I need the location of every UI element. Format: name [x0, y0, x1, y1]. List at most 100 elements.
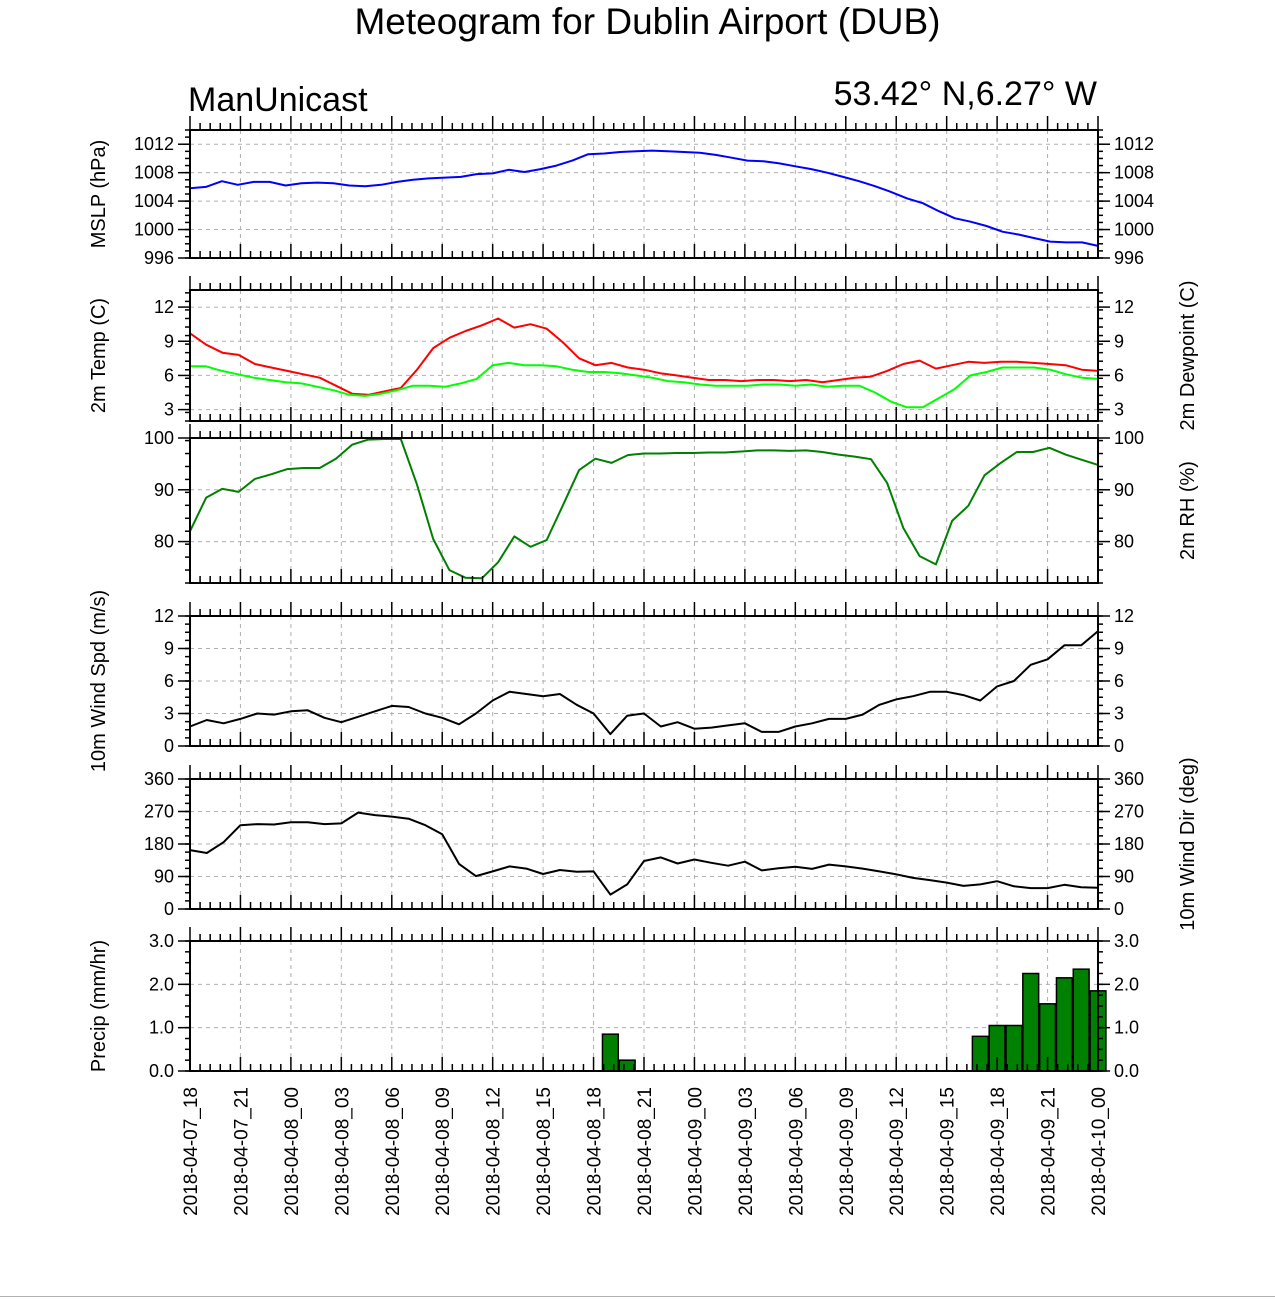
y-tick-label-left: 9: [164, 639, 174, 659]
y-tick-label-left: 1000: [134, 220, 174, 240]
y-tick-label-left: 0: [164, 736, 174, 756]
y-axis-label-right: 10m Wind Dir (deg): [1177, 757, 1199, 930]
y-tick-label-right: 12: [1114, 606, 1134, 626]
x-tick-label: 2018-04-09_00: [685, 1087, 706, 1216]
precip-bar: [1005, 1024, 1023, 1072]
y-tick-label-left: 6: [164, 671, 174, 691]
y-tick-label-left: 90: [154, 480, 174, 500]
y-tick-label-right: 90: [1114, 480, 1134, 500]
model-name: ManUnicast: [188, 81, 368, 119]
y-tick-label-right: 996: [1114, 248, 1144, 268]
y-tick-label-right: 180: [1114, 834, 1144, 854]
x-tick-label: 2018-04-09_15: [938, 1087, 959, 1216]
x-tick-label: 2018-04-09_06: [786, 1087, 807, 1216]
y-tick-label-left: 1004: [134, 191, 174, 211]
y-tick-label-right: 0: [1114, 899, 1124, 919]
series-line-1: [189, 630, 1099, 736]
y-axis-label-right: 2m RH (%): [1177, 461, 1199, 560]
y-tick-label-right: 3: [1114, 704, 1124, 724]
x-tick-label: 2018-04-09_12: [887, 1087, 908, 1216]
y-tick-label-left: 3.0: [149, 931, 174, 951]
panel-1: 996 996 1000 1000 1004 1004 1008 1008 1012 1012 MS…: [88, 116, 1154, 268]
y-tick-label-left: 3: [164, 400, 174, 420]
y-tick-label-left: 270: [144, 802, 174, 822]
x-tick-label: 2018-04-08_00: [282, 1087, 303, 1216]
y-tick-label-right: 12: [1114, 297, 1134, 317]
x-tick-label: 2018-04-08_15: [534, 1087, 555, 1216]
y-axis-label-left: 10m Wind Spd (m/s): [88, 590, 110, 772]
y-tick-label-left: 100: [144, 428, 174, 448]
y-tick-label-right: 100: [1114, 428, 1144, 448]
y-tick-label-right: 6: [1114, 671, 1124, 691]
panel-2: 3 3 6 6 9 9 12 12 2m Temp (C) 2m Dewpoint (C): [88, 276, 1199, 431]
y-tick-label-right: 1012: [1114, 134, 1154, 154]
precip-bar: [971, 1035, 989, 1072]
x-tick-label: 2018-04-08_09: [433, 1087, 454, 1216]
panel-4: 0 0 3 3 6 6 9 9 12 12 10m Wind Spd (m/s): [88, 590, 1134, 772]
panel-6: 0.0 0.0 1.0 1.0 2.0 2.0 3.0 3.0 Precip (mm/hr): [88, 927, 1139, 1081]
series-line-1: [189, 317, 1099, 396]
y-tick-label-right: 9: [1114, 331, 1124, 351]
chart-title: Meteogram for Dublin Airport (DUB): [354, 1, 941, 42]
y-tick-label-right: 360: [1114, 769, 1144, 789]
y-tick-label-right: 80: [1114, 532, 1134, 552]
y-tick-label-left: 0: [164, 899, 174, 919]
y-tick-label-left: 1012: [134, 134, 174, 154]
y-tick-label-left: 6: [164, 365, 174, 385]
series-line-2: [190, 361, 1099, 409]
precip-bar: [618, 1059, 636, 1072]
x-tick-label: 2018-04-09_18: [988, 1087, 1009, 1216]
y-tick-label-left: 90: [154, 867, 174, 887]
y-tick-label-right: 1.0: [1114, 1018, 1139, 1038]
station-location: 53.42° N,6.27° W: [833, 75, 1097, 113]
series-line-1: [189, 438, 1099, 580]
y-tick-label-left: 3: [164, 704, 174, 724]
y-tick-label-right: 90: [1114, 867, 1134, 887]
x-tick-label: 2018-04-07_18: [181, 1087, 202, 1216]
y-tick-label-right: 6: [1114, 365, 1124, 385]
x-tick-label: 2018-04-08_21: [635, 1087, 656, 1216]
y-tick-label-left: 12: [154, 297, 174, 317]
y-axis-label-left: Precip (mm/hr): [88, 940, 110, 1072]
y-axis-label-right: 2m Dewpoint (C): [1177, 280, 1199, 430]
y-tick-label-right: 3: [1114, 400, 1124, 420]
bottom-divider: [0, 1296, 1275, 1297]
x-tick-label: 2018-04-09_21: [1039, 1087, 1060, 1216]
precip-bar: [1022, 972, 1040, 1072]
y-tick-label-right: 0: [1114, 736, 1124, 756]
y-tick-label-left: 0.0: [149, 1061, 174, 1081]
y-tick-label-left: 80: [154, 532, 174, 552]
x-tick-label: 2018-04-08_18: [585, 1087, 606, 1216]
series-line-1: [189, 149, 1099, 247]
y-tick-label-left: 360: [144, 769, 174, 789]
x-tick-label: 2018-04-07_21: [231, 1087, 252, 1216]
y-tick-label-right: 1004: [1114, 191, 1154, 211]
y-tick-label-right: 0.0: [1114, 1061, 1139, 1081]
y-tick-label-left: 12: [154, 606, 174, 626]
y-tick-label-left: 2.0: [149, 974, 174, 994]
precip-bar: [1072, 968, 1090, 1072]
y-axis-label-left: MSLP (hPa): [88, 140, 110, 249]
y-tick-label-left: 1008: [134, 163, 174, 183]
y-tick-label-right: 270: [1114, 802, 1144, 822]
y-tick-label-right: 1000: [1114, 220, 1154, 240]
x-tick-label: 2018-04-10_00: [1089, 1087, 1110, 1216]
precip-bar: [1055, 977, 1074, 1072]
panel-3: 80 80 90 90 100 100 2m RH (%): [144, 424, 1199, 584]
x-tick-label: 2018-04-08_03: [332, 1087, 353, 1216]
x-tick-label: 2018-04-08_06: [383, 1087, 404, 1216]
x-tick-label: 2018-04-08_12: [484, 1087, 505, 1216]
y-tick-label-left: 9: [164, 331, 174, 351]
panel-5: 0 0 90 90 180 180 270 270 360 360 10m Wind Dir (de…: [144, 757, 1199, 930]
precip-bar: [601, 1033, 620, 1072]
x-tick-label: 2018-04-09_03: [736, 1087, 757, 1216]
series-line-1: [189, 811, 1099, 896]
y-axis-label-left: 2m Temp (C): [88, 298, 110, 413]
x-tick-label: 2018-04-09_09: [837, 1087, 858, 1216]
y-tick-label-right: 9: [1114, 639, 1124, 659]
y-tick-label-left: 996: [144, 248, 174, 268]
y-tick-label-right: 3.0: [1114, 931, 1139, 951]
y-tick-label-right: 1008: [1114, 163, 1154, 183]
y-tick-label-left: 180: [144, 834, 174, 854]
